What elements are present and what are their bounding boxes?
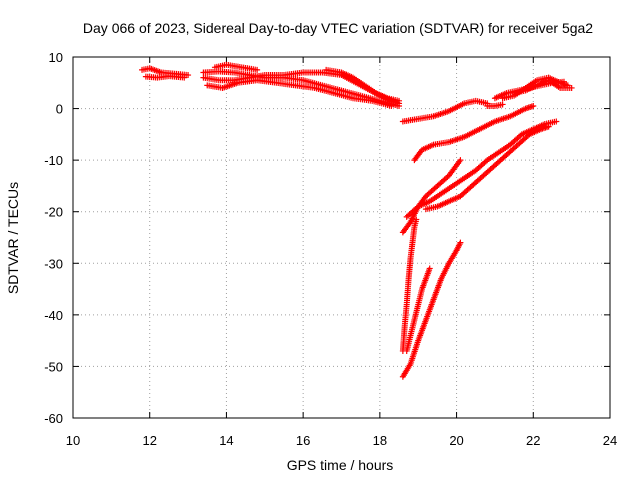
data-point xyxy=(553,118,560,125)
y-axis-label: SDTVAR / TECUs xyxy=(5,182,21,294)
x-tick-label: 14 xyxy=(219,433,233,448)
data-series-segment xyxy=(399,157,464,236)
x-tick-label: 20 xyxy=(449,433,463,448)
data-series-segment xyxy=(142,73,188,81)
data-series-segment xyxy=(422,123,552,213)
data-points xyxy=(139,61,575,380)
data-series-segment xyxy=(484,101,506,109)
data-series-segment xyxy=(211,61,261,73)
data-point xyxy=(457,239,464,246)
data-series-segment xyxy=(403,265,433,354)
data-point xyxy=(530,102,537,109)
y-tick-label: -60 xyxy=(44,411,63,426)
y-tick-labels: 10 0 -10 -20 -30 -40 -50 -60 xyxy=(44,50,63,426)
data-point xyxy=(181,74,188,81)
x-tick-label: 24 xyxy=(603,433,617,448)
y-tick-label: -20 xyxy=(44,205,63,220)
data-series-segment xyxy=(399,216,420,354)
data-point xyxy=(185,72,192,79)
y-tick-label: 10 xyxy=(49,50,63,65)
x-axis-label: GPS time / hours xyxy=(287,457,394,473)
data-point xyxy=(499,101,506,108)
data-series-segment xyxy=(511,77,575,97)
data-series-segment xyxy=(403,118,560,220)
y-tick-label: -40 xyxy=(44,308,63,323)
y-tick-label: -50 xyxy=(44,359,63,374)
chart-title: Day 066 of 2023, Sidereal Day-to-day VTE… xyxy=(83,20,593,36)
data-series-segment xyxy=(399,97,491,125)
x-tick-label: 18 xyxy=(373,433,387,448)
data-point xyxy=(396,97,403,104)
data-point xyxy=(388,102,395,109)
data-point xyxy=(426,265,433,272)
x-tick-label: 16 xyxy=(296,433,310,448)
data-point xyxy=(413,216,420,223)
data-series-segment xyxy=(399,239,464,380)
x-tick-label: 12 xyxy=(142,433,156,448)
x-tick-labels: 10 12 14 16 18 20 22 24 xyxy=(66,433,617,448)
data-point xyxy=(545,123,552,130)
y-tick-label: 0 xyxy=(56,102,63,117)
y-tick-label: -30 xyxy=(44,256,63,271)
data-series-segment xyxy=(411,102,537,164)
x-tick-label: 10 xyxy=(66,433,80,448)
data-point xyxy=(254,66,261,73)
x-tick-label: 22 xyxy=(526,433,540,448)
data-point xyxy=(568,84,575,91)
y-tick-label: -10 xyxy=(44,153,63,168)
plot-frame xyxy=(72,56,611,419)
data-series-segment xyxy=(323,66,403,104)
data-series-segment xyxy=(204,77,395,109)
axis-ticks xyxy=(72,56,611,419)
grid-lines xyxy=(73,57,610,418)
data-point xyxy=(457,157,464,164)
